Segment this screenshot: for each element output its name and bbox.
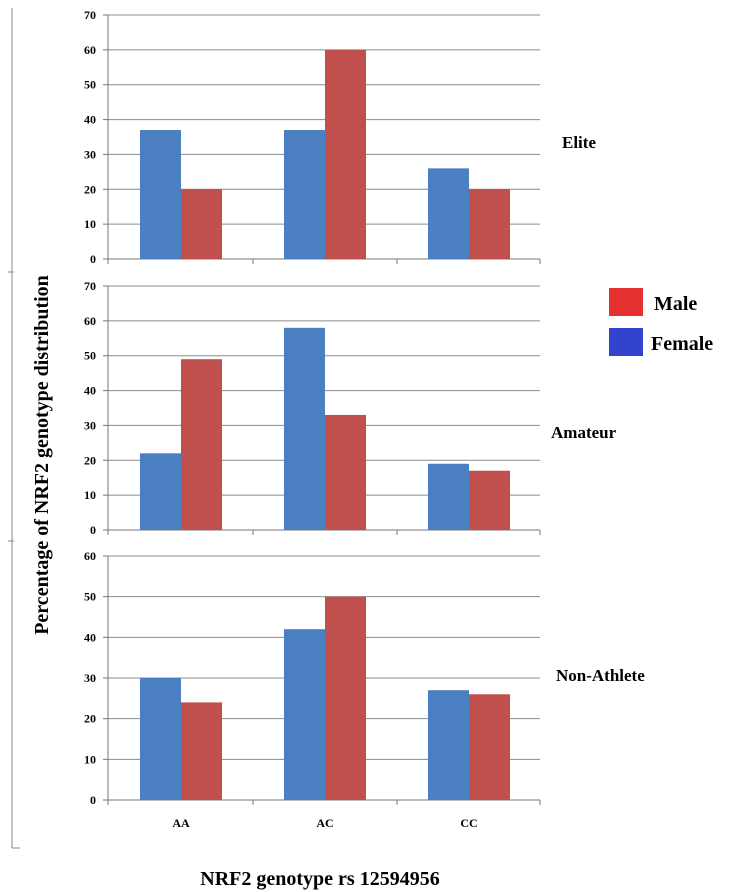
- bar-female-ac: [284, 327, 325, 530]
- bar-male-cc: [469, 189, 510, 259]
- y-tick-label: 40: [84, 630, 96, 644]
- y-tick-label: 50: [84, 349, 96, 363]
- panel-elite: 0 10 20 30 40 50 60 70: [84, 8, 541, 266]
- bar-female-aa: [140, 130, 181, 259]
- bar-female-aa: [140, 678, 181, 800]
- x-category-label: CC: [460, 816, 477, 830]
- y-tick-label: 20: [84, 712, 96, 726]
- legend-swatch-female: [609, 328, 643, 356]
- y-tick-label: 50: [84, 590, 96, 604]
- y-tick-label: 40: [84, 113, 96, 127]
- y-tick-label: 30: [84, 418, 96, 432]
- y-tick-label: 60: [84, 549, 96, 563]
- bar-male-aa: [181, 359, 222, 530]
- bar-male-cc: [469, 470, 510, 530]
- y-axis-title: Percentage of NRF2 genotype distribution: [31, 275, 53, 635]
- y-tick-label: 70: [84, 279, 96, 293]
- legend: Male Female: [609, 288, 713, 356]
- bar-male-ac: [325, 596, 366, 800]
- y-tick-label: 30: [84, 147, 96, 161]
- bar-male-aa: [181, 189, 222, 259]
- bar-female-cc: [428, 168, 469, 259]
- legend-label-female: Female: [651, 333, 713, 355]
- y-tick-label: 20: [84, 453, 96, 467]
- y-tick-label: 70: [84, 8, 96, 22]
- y-tick-label: 60: [84, 314, 96, 328]
- bar-female-ac: [284, 629, 325, 800]
- legend-swatch-male: [609, 288, 643, 316]
- y-tick-label: 20: [84, 182, 96, 196]
- bar-female-ac: [284, 130, 325, 259]
- y-tick-label: 10: [84, 752, 96, 766]
- y-tick-label: 10: [84, 488, 96, 502]
- y-tick-label: 30: [84, 671, 96, 685]
- y-tick-label: 40: [84, 384, 96, 398]
- x-category-label: AC: [316, 816, 333, 830]
- y-tick-label: 0: [90, 793, 96, 807]
- y-tick-label: 0: [90, 523, 96, 537]
- y-tick-label: 10: [84, 217, 96, 231]
- x-axis-title: NRF2 genotype rs 12594956: [200, 868, 439, 890]
- bar-female-cc: [428, 690, 469, 800]
- panel-amateur: 0 10 20 30 40 50 60 70: [84, 279, 541, 537]
- x-category-label: AA: [172, 816, 190, 830]
- bar-female-cc: [428, 463, 469, 530]
- panel-label-amateur: Amateur: [551, 423, 617, 442]
- bar-male-cc: [469, 694, 510, 800]
- panel-label-non-athlete: Non-Athlete: [556, 666, 645, 685]
- plot-panels: 0 10 20 30 40 50 60 70 0 10 20 30 40 50 60 70 0 10 20 30 40 5…: [84, 8, 541, 830]
- bar-female-aa: [140, 453, 181, 530]
- bar-male-ac: [325, 414, 366, 530]
- bar-male-ac: [325, 49, 366, 259]
- y-tick-label: 60: [84, 43, 96, 57]
- legend-label-male: Male: [654, 293, 697, 315]
- bar-male-aa: [181, 702, 222, 800]
- panel-label-elite: Elite: [562, 133, 596, 152]
- y-tick-label: 50: [84, 78, 96, 92]
- y-tick-label: 0: [90, 252, 96, 266]
- panel-non-athlete: 0 10 20 30 40 50 60 AA AC CC: [84, 549, 541, 830]
